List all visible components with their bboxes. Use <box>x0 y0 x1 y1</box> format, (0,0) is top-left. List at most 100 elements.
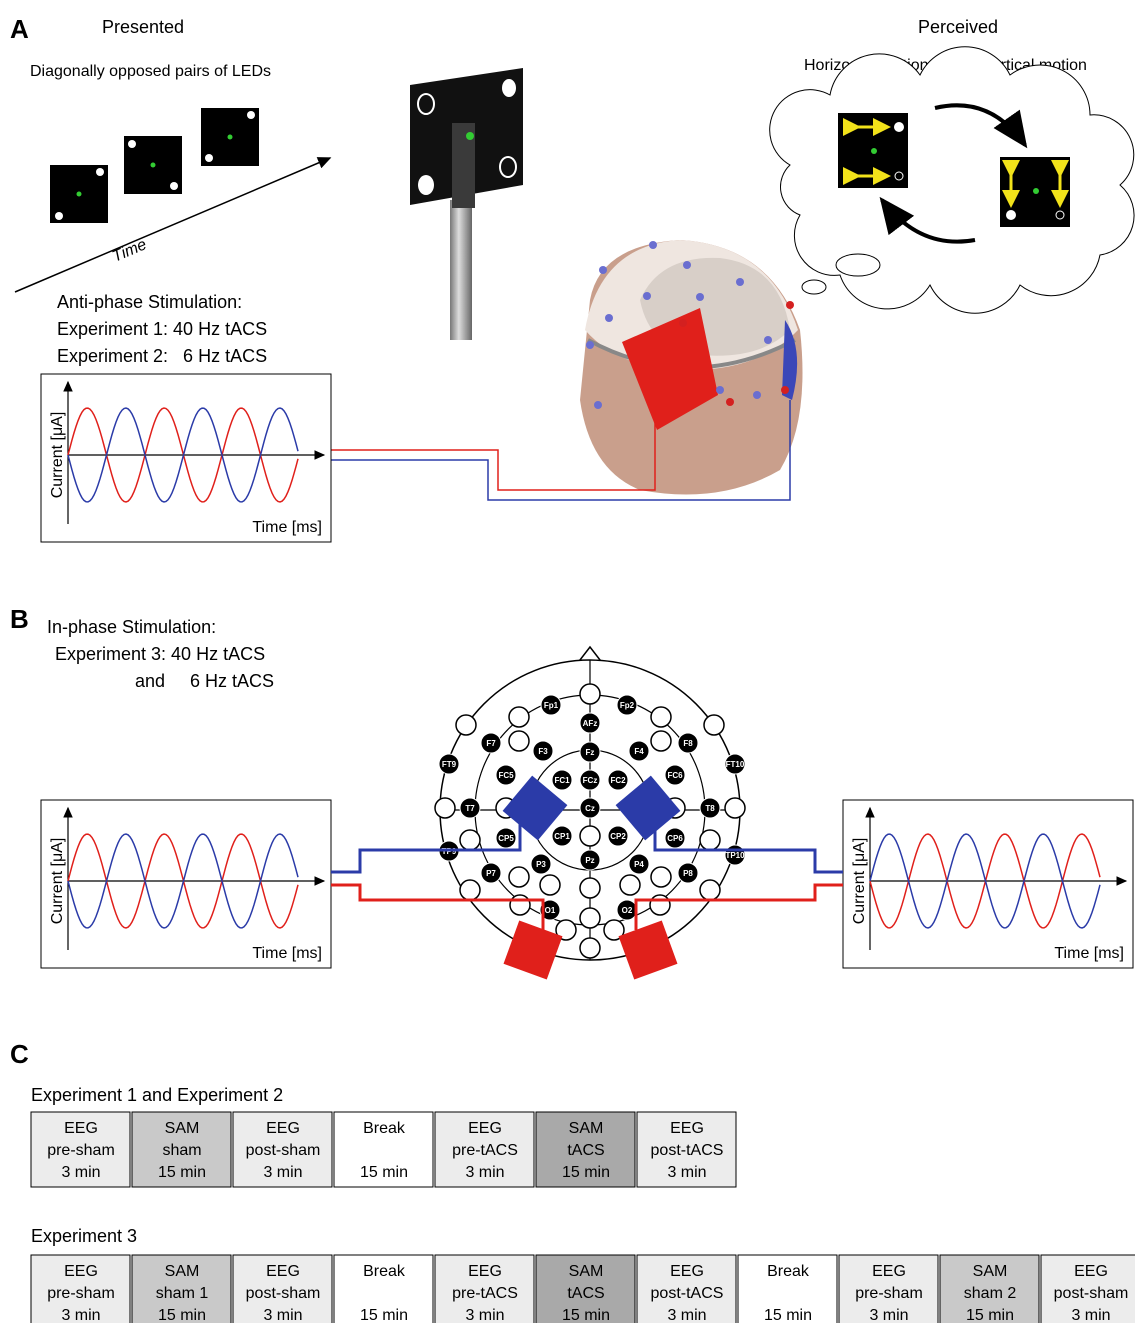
block-text: tACS <box>567 1285 604 1302</box>
block-text: 15 min <box>764 1307 812 1323</box>
block-text: SAM <box>165 1263 200 1280</box>
electrode-label: FC5 <box>498 771 514 780</box>
electrode <box>579 683 601 705</box>
block-text: SAM <box>973 1263 1008 1280</box>
electrode <box>607 825 629 847</box>
electrode <box>532 740 554 762</box>
plot-frame <box>40 373 332 543</box>
electrode <box>650 706 672 728</box>
electrode <box>650 866 672 888</box>
block-text: 15 min <box>158 1307 206 1323</box>
block-text: 3 min <box>61 1307 100 1323</box>
electrode <box>699 797 721 819</box>
timeline-block <box>333 1254 434 1323</box>
electrode <box>579 797 601 819</box>
timeline-block <box>30 1254 131 1323</box>
stim-text: Experiment 2: 6 Hz tACS <box>57 346 267 366</box>
block-text: EEG <box>872 1263 906 1280</box>
electrode <box>539 874 561 896</box>
timeline-block <box>939 1254 1040 1323</box>
timeline-block <box>434 1111 535 1188</box>
electrode <box>607 769 629 791</box>
electrode-label: P7 <box>486 869 496 878</box>
block-text: 15 min <box>966 1307 1014 1323</box>
block-text: EEG <box>266 1120 300 1137</box>
block-text: 3 min <box>1071 1307 1110 1323</box>
stim-pad <box>615 775 681 841</box>
wire <box>653 820 843 874</box>
waveform <box>67 833 299 929</box>
electrode-label: FC6 <box>667 771 683 780</box>
electrode <box>677 862 699 884</box>
block-text: EEG <box>64 1120 98 1137</box>
electrode <box>664 827 686 849</box>
electrode-label: FC2 <box>610 776 626 785</box>
heading: Perceived <box>918 17 998 37</box>
electrode-label: FCz <box>583 776 598 785</box>
axis-label: Time [ms] <box>252 519 322 536</box>
timeline-block <box>636 1111 737 1188</box>
head-model <box>580 240 803 495</box>
stim-text: Experiment 1: 40 Hz tACS <box>57 319 267 339</box>
block-text: Break <box>767 1263 810 1280</box>
electrode-label: TP10 <box>725 851 745 860</box>
stim-title: Anti-phase Stimulation: <box>57 292 242 312</box>
axis-label: Current [μA] <box>49 412 66 499</box>
timeline-block <box>232 1111 333 1188</box>
block-text: EEG <box>468 1120 502 1137</box>
electrode-cap: Fp1 Fp2 AFz F7 F3 Fz F4 F8 FT9 FC5 FC1 FCz FC2 FC6 FT1… <box>434 645 746 961</box>
block-text: SAM <box>569 1263 604 1280</box>
electrode <box>579 877 601 899</box>
electrode <box>508 866 530 888</box>
block-text: post-sham <box>246 1285 321 1302</box>
block-text: Break <box>363 1120 406 1137</box>
block-text: EEG <box>1074 1263 1108 1280</box>
stim-pad <box>503 920 563 980</box>
electrode-label: Cz <box>585 804 595 813</box>
block-text: 15 min <box>360 1164 408 1181</box>
electrode-label: O2 <box>622 906 633 915</box>
block-text: pre-tACS <box>452 1285 518 1302</box>
electrode-label: CP2 <box>610 832 626 841</box>
block-text: post-tACS <box>651 1285 724 1302</box>
stim-title: In-phase Stimulation: <box>47 617 216 637</box>
timeline-block <box>636 1254 737 1323</box>
electrode <box>724 753 746 775</box>
electrode-label: F7 <box>486 739 496 748</box>
electrode <box>699 829 721 851</box>
electrode-label: F4 <box>634 747 644 756</box>
block-text: tACS <box>567 1142 604 1159</box>
electrode-label: Fp1 <box>544 701 559 710</box>
block-text: 15 min <box>360 1307 408 1323</box>
electrode <box>579 849 601 871</box>
electrode <box>579 741 601 763</box>
heading: Presented <box>102 17 184 37</box>
electrode <box>459 829 481 851</box>
axis-label: Current [μA] <box>851 838 868 925</box>
stim-text: and 6 Hz tACS <box>135 671 274 691</box>
timeline-block <box>737 1254 838 1323</box>
wire <box>331 883 545 930</box>
electrode <box>495 827 517 849</box>
electrode <box>703 714 725 736</box>
axis-label: Time [ms] <box>1054 945 1124 962</box>
electrode <box>628 853 650 875</box>
electrode <box>530 853 552 875</box>
electrode <box>628 740 650 762</box>
electrode <box>579 937 601 959</box>
waveform <box>67 407 299 503</box>
block-text: sham <box>162 1142 201 1159</box>
electrode-label: P4 <box>634 860 644 869</box>
block-text: pre-sham <box>47 1285 115 1302</box>
electrode <box>540 694 562 716</box>
block-text: post-sham <box>246 1142 321 1159</box>
electrode <box>619 874 641 896</box>
electrode <box>509 894 531 916</box>
stim-pad <box>502 775 568 841</box>
block-text: pre-sham <box>855 1285 923 1302</box>
electrode-label: FC1 <box>554 776 570 785</box>
block-text: EEG <box>670 1120 704 1137</box>
block-text: sham 1 <box>156 1285 209 1302</box>
block-text: 3 min <box>263 1307 302 1323</box>
